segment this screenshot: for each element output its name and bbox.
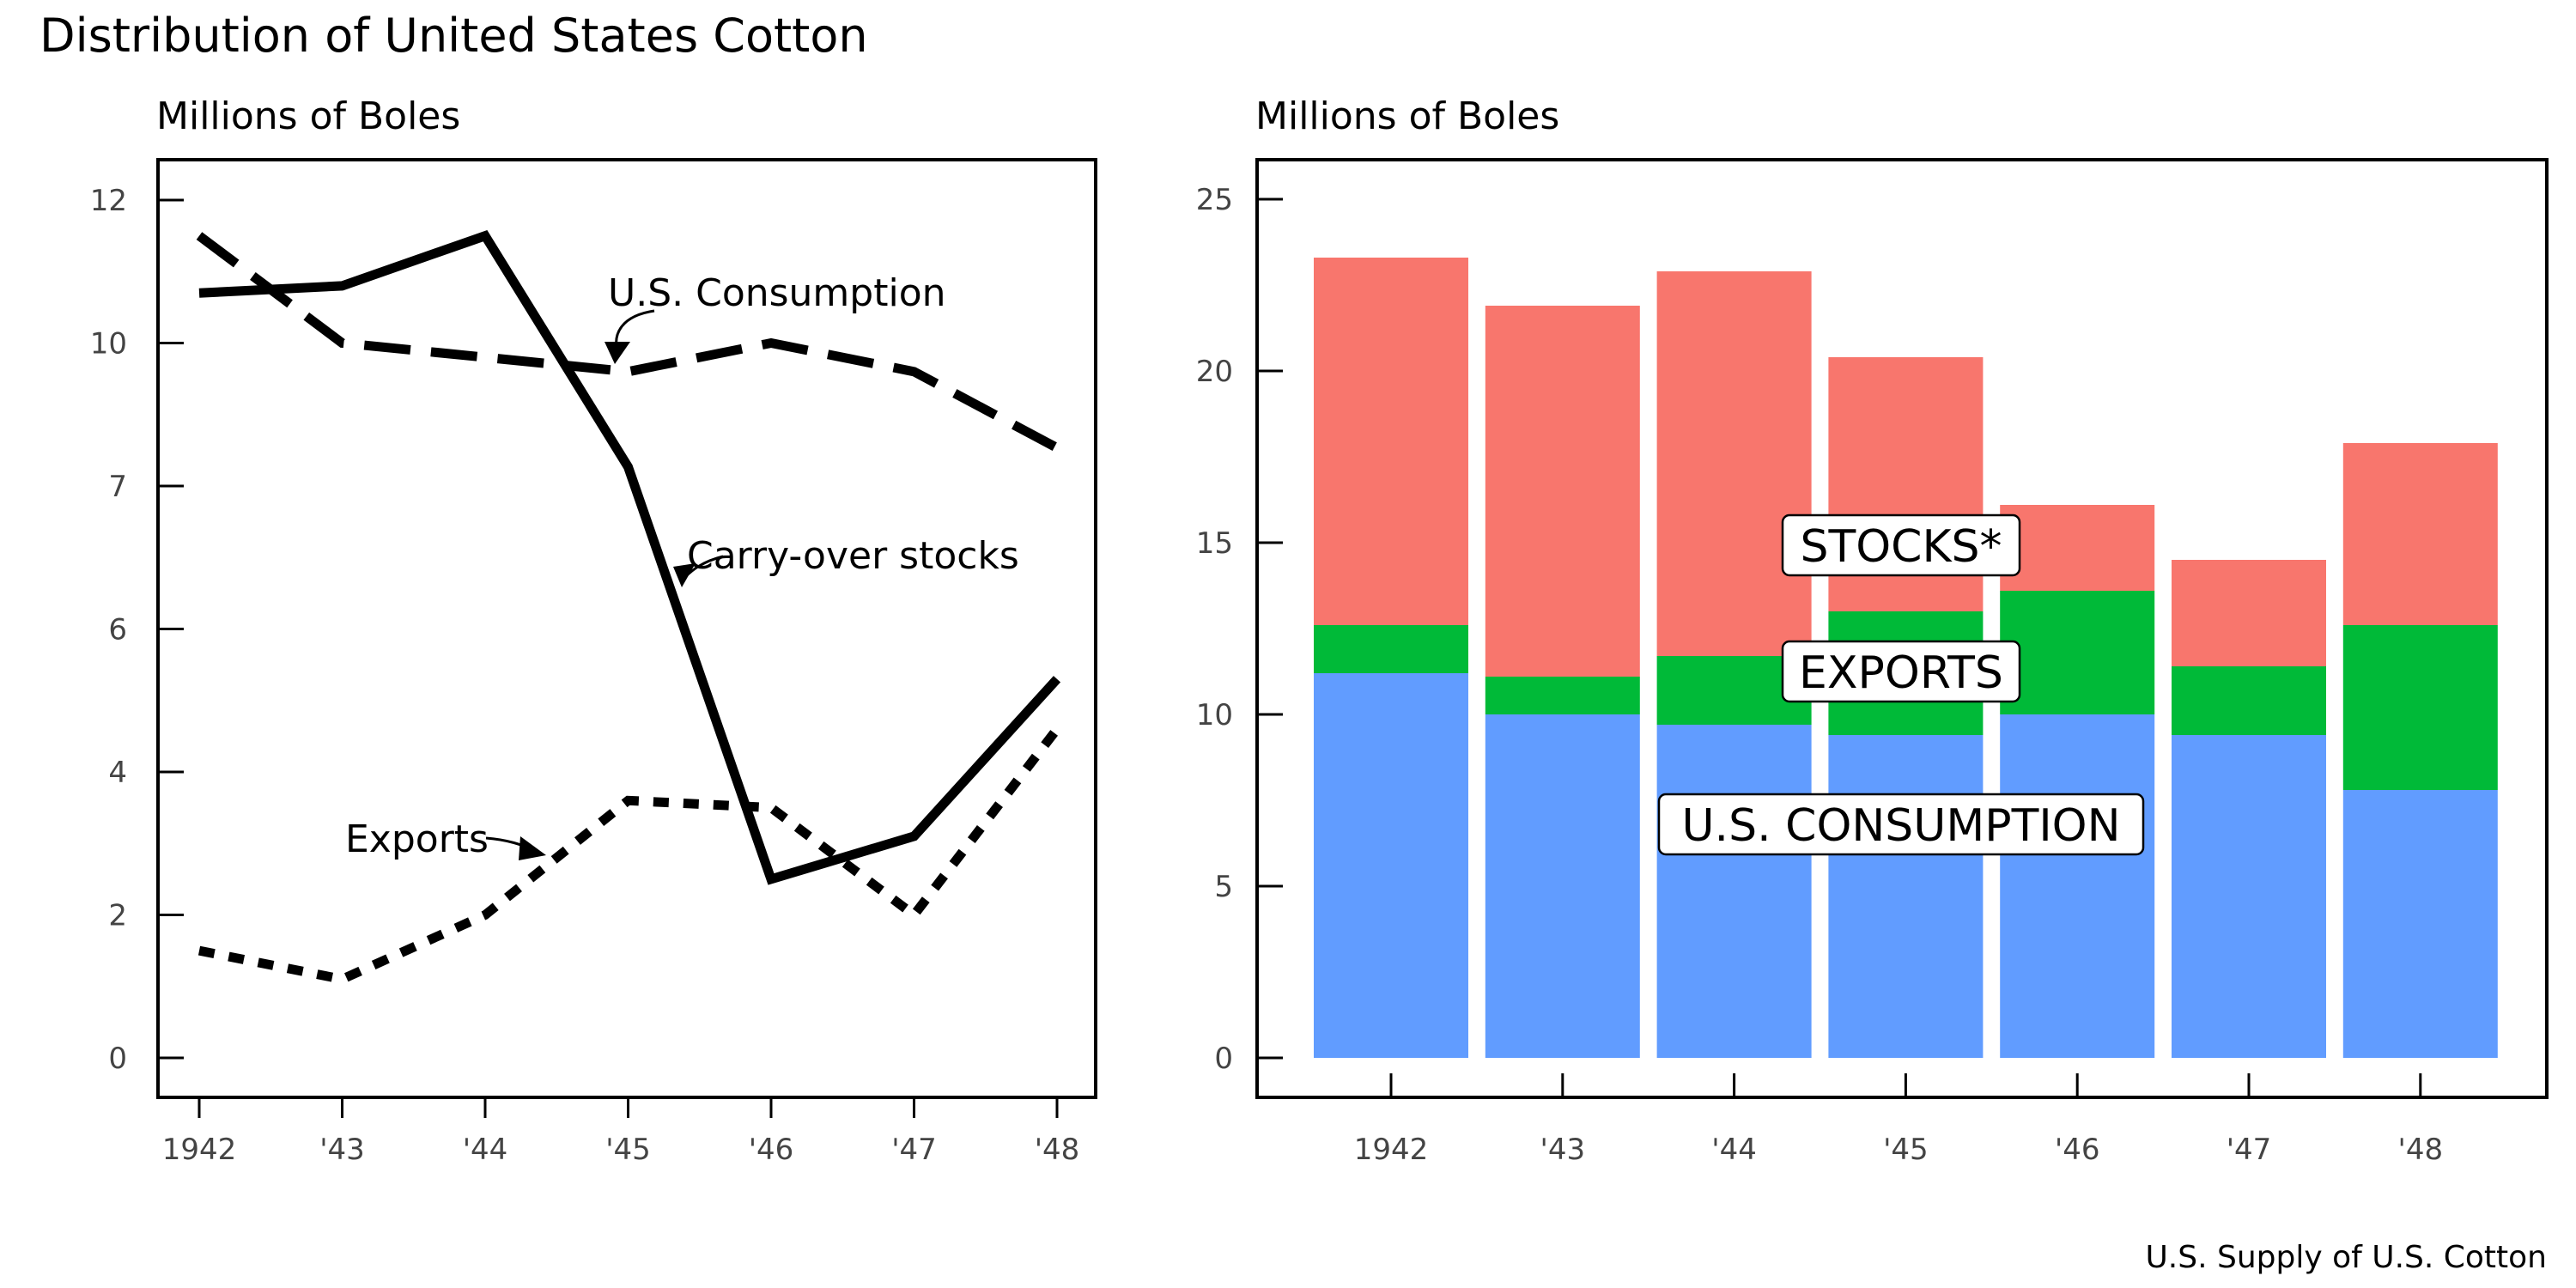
series-line-u-s-consumption — [196, 232, 1060, 453]
x-tick-label: '47 — [2227, 1133, 2272, 1167]
figure-caption: U.S. Supply of U.S. Cotton — [2145, 1240, 2547, 1275]
bar-stocks — [2342, 443, 2498, 625]
y-tick-label: 10 — [90, 327, 127, 361]
y-tick-label: 6 — [108, 613, 127, 647]
label-box-exports — [1781, 640, 2021, 703]
line-chart-series — [196, 229, 1061, 985]
series-label-stocks: STOCKS* — [1800, 521, 2002, 573]
annotation-exports: Exports — [345, 817, 489, 861]
x-tick-label: '48 — [1035, 1133, 1080, 1167]
label-box-us-consumption — [1657, 793, 2145, 856]
x-tick-label: '45 — [1883, 1133, 1929, 1167]
y-tick-label: 12 — [90, 184, 127, 218]
series-label-exports: EXPORTS — [1799, 647, 2003, 699]
bar-chart-subtitle: Millions of Boles — [1255, 94, 1559, 138]
label-box-stocks — [1781, 513, 2021, 577]
y-tick-label: 7 — [108, 470, 127, 504]
y-tick-label: 10 — [1196, 698, 1233, 732]
annotation-us-consumption-arrow — [615, 309, 655, 348]
x-tick-label: '45 — [605, 1133, 651, 1167]
y-tick-label: 25 — [1196, 183, 1233, 217]
y-tick-label: 5 — [1214, 870, 1233, 904]
line-chart-ticks: 0 2 4 6 7 10 12 1942 '43 '44 '45 '46 '47 '48 — [90, 184, 1080, 1167]
bar-stocks — [1485, 306, 1640, 677]
bar-u-s-consumption — [1828, 735, 1984, 1058]
x-tick-label: '44 — [1711, 1133, 1757, 1167]
x-tick-label: '47 — [891, 1133, 937, 1167]
bar-chart-bars — [1314, 258, 2498, 1058]
x-tick-label: '48 — [2397, 1133, 2443, 1167]
annotation-us-consumption-arrowhead — [605, 342, 630, 364]
bar-u-s-consumption — [2172, 735, 2326, 1058]
bar-stocks — [1656, 271, 1812, 656]
y-tick-label: 0 — [108, 1042, 127, 1076]
bar-chart: Millions of Boles 0 5 10 15 20 25 1942 '43 '44 '4… — [1196, 94, 2549, 1167]
figure-title: Distribution of United States Cotton — [39, 9, 868, 63]
bar-u-s-consumption — [1314, 673, 1468, 1058]
y-tick-label: 20 — [1196, 355, 1233, 389]
bar-u-s-consumption — [2342, 790, 2498, 1058]
x-tick-label: '44 — [463, 1133, 508, 1167]
y-tick-label: 2 — [108, 899, 127, 933]
bar-u-s-consumption — [2000, 714, 2155, 1058]
x-tick-label: '46 — [2055, 1133, 2100, 1167]
x-tick-label: '43 — [319, 1133, 365, 1167]
annotation-carry-over-stocks: Carry-over stocks — [687, 534, 1019, 578]
series-line-exports — [197, 726, 1061, 985]
y-tick-label: 4 — [108, 756, 127, 790]
annotation-us-consumption: U.S. Consumption — [608, 271, 946, 315]
series-line-carry-over-stocks — [198, 229, 1061, 885]
bar-chart-frame — [1255, 158, 2549, 1099]
bar-stocks — [2172, 560, 2326, 666]
line-chart: Millions of Boles 0 2 4 6 7 10 12 1942 '43 '44 '45… — [90, 94, 1097, 1167]
bar-u-s-consumption — [1656, 725, 1812, 1058]
bar-stocks — [1314, 258, 1468, 625]
bar-exports — [2172, 666, 2326, 735]
x-tick-label: 1942 — [162, 1133, 237, 1167]
bar-exports — [2342, 625, 2498, 790]
bar-stocks — [2000, 505, 2155, 591]
x-tick-label: '46 — [749, 1133, 794, 1167]
bar-exports — [1485, 677, 1640, 714]
x-tick-label: '43 — [1540, 1133, 1585, 1167]
line-chart-annotations: U.S. Consumption Carry-over stocks Expor… — [345, 271, 1019, 861]
annotation-carry-over-stocks-arrowhead — [673, 563, 696, 587]
x-tick-label: 1942 — [1354, 1133, 1429, 1167]
bar-exports — [1314, 625, 1468, 673]
bar-chart-series-labels: STOCKS* EXPORTS U.S. CONSUMPTION — [1657, 513, 2145, 856]
series-label-us-consumption: U.S. CONSUMPTION — [1681, 800, 2120, 852]
bar-exports — [2000, 591, 2155, 714]
bar-chart-ticks: 0 5 10 15 20 25 1942 '43 '44 '45 '46 '47 '48 — [1196, 183, 2443, 1167]
y-tick-label: 0 — [1214, 1042, 1233, 1076]
bar-u-s-consumption — [1485, 714, 1640, 1058]
y-tick-label: 15 — [1196, 526, 1233, 561]
annotation-exports-arrowhead — [519, 836, 546, 860]
line-chart-subtitle: Millions of Boles — [156, 94, 460, 138]
